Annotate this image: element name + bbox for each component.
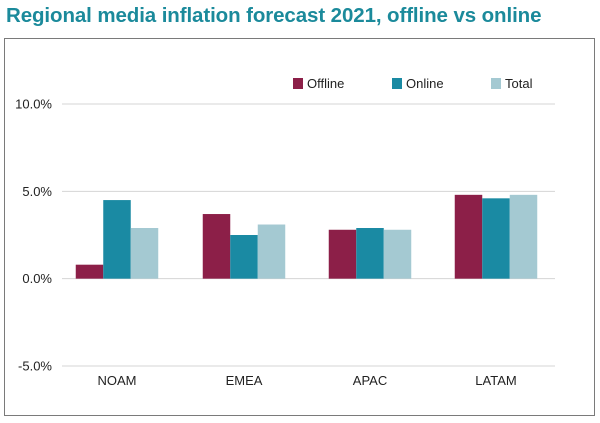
bar-total-latam bbox=[509, 194, 538, 279]
bar-offline-latam bbox=[454, 194, 483, 279]
legend-swatch-total bbox=[491, 78, 501, 89]
chart-frame bbox=[4, 38, 595, 416]
legend-swatch-online bbox=[392, 78, 402, 89]
y-tick-label: 5.0% bbox=[22, 184, 52, 199]
x-tick-label: EMEA bbox=[226, 373, 263, 388]
chart-title: Regional media inflation forecast 2021, … bbox=[6, 4, 542, 27]
bar-offline-noam bbox=[75, 264, 104, 279]
legend-swatch-offline bbox=[293, 78, 303, 89]
bar-offline-apac bbox=[328, 229, 357, 279]
bars bbox=[75, 194, 538, 279]
legend-label-offline: Offline bbox=[307, 76, 344, 91]
y-axis-ticks: 10.0% 5.0% 0.0% -5.0% bbox=[15, 97, 52, 374]
y-tick-label: 10.0% bbox=[15, 97, 52, 112]
x-tick-label: LATAM bbox=[475, 373, 516, 388]
bar-online-noam bbox=[103, 200, 131, 279]
bar-total-noam bbox=[130, 228, 159, 279]
y-tick-label: -5.0% bbox=[18, 359, 52, 374]
bar-online-emea bbox=[230, 235, 258, 279]
legend: Offline Online Total bbox=[293, 76, 533, 91]
bar-offline-emea bbox=[202, 214, 231, 279]
legend-label-online: Online bbox=[406, 76, 444, 91]
bar-online-latam bbox=[482, 198, 510, 279]
x-axis-ticks: NOAM EMEA APAC LATAM bbox=[98, 373, 517, 388]
legend-label-total: Total bbox=[505, 76, 533, 91]
y-tick-label: 0.0% bbox=[22, 271, 52, 286]
bar-online-apac bbox=[356, 228, 384, 279]
x-tick-label: APAC bbox=[353, 373, 387, 388]
bar-total-apac bbox=[383, 229, 412, 279]
x-tick-label: NOAM bbox=[98, 373, 137, 388]
bar-total-emea bbox=[257, 224, 286, 279]
